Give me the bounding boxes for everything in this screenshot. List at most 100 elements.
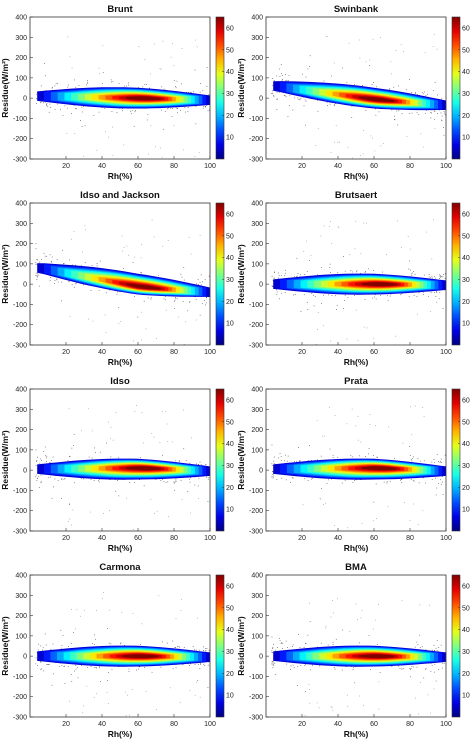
scatter-point bbox=[57, 281, 59, 283]
scatter-point bbox=[39, 462, 41, 464]
scatter-point bbox=[444, 454, 446, 456]
scatter-point bbox=[141, 623, 143, 625]
scatter-point bbox=[189, 481, 191, 483]
scatter-point bbox=[174, 297, 176, 298]
scatter-point bbox=[205, 464, 207, 466]
scatter-point bbox=[357, 619, 358, 620]
colorbar-tick-label: 30 bbox=[226, 91, 234, 98]
scatter-point bbox=[378, 604, 379, 605]
scatter-point bbox=[194, 484, 196, 486]
scatter-point bbox=[443, 663, 445, 664]
scatter-point bbox=[380, 37, 381, 38]
scatter-point bbox=[377, 457, 378, 458]
colorbar-tick-label: 60 bbox=[226, 583, 234, 590]
scatter-point bbox=[96, 693, 98, 695]
scatter-point bbox=[380, 295, 381, 296]
scatter-point bbox=[40, 645, 42, 647]
scatter-point bbox=[304, 478, 306, 479]
scatter-point bbox=[289, 105, 290, 106]
scatter-point bbox=[197, 485, 199, 487]
scatter-point bbox=[153, 436, 155, 438]
scatter-point bbox=[189, 478, 190, 480]
scatter-point bbox=[317, 110, 319, 112]
scatter-point bbox=[332, 454, 334, 456]
y-tick-label: -300 bbox=[249, 343, 263, 350]
scatter-point bbox=[40, 669, 42, 670]
scatter-point bbox=[138, 666, 140, 668]
scatter-point bbox=[143, 442, 144, 444]
scatter-point bbox=[83, 705, 84, 707]
scatter-point bbox=[196, 46, 198, 48]
scatter-point bbox=[125, 720, 126, 721]
scatter-point bbox=[401, 293, 403, 295]
x-tick-label: 100 bbox=[204, 535, 216, 542]
scatter-point bbox=[418, 482, 420, 484]
scatter-point bbox=[172, 668, 174, 670]
scatter-point bbox=[350, 270, 352, 271]
x-tick-label: 100 bbox=[440, 535, 452, 542]
scatter-point bbox=[167, 108, 168, 110]
colorbar-tick-label: 30 bbox=[462, 463, 470, 470]
scatter-point bbox=[156, 510, 158, 512]
scatter-point bbox=[162, 454, 163, 456]
scatter-point bbox=[383, 143, 385, 144]
scatter-point bbox=[183, 448, 185, 450]
scatter-point bbox=[427, 93, 428, 95]
scatter-point bbox=[166, 642, 168, 644]
scatter-point bbox=[150, 499, 152, 500]
scatter-point bbox=[337, 272, 339, 273]
scatter-point bbox=[344, 294, 346, 296]
scatter-point bbox=[387, 295, 388, 297]
scatter-point bbox=[299, 276, 301, 277]
scatter-point bbox=[179, 702, 181, 704]
scatter-point bbox=[82, 111, 83, 113]
scatter-point bbox=[132, 262, 134, 263]
scatter-point bbox=[433, 459, 435, 460]
scatter-point bbox=[431, 479, 433, 480]
scatter-point bbox=[70, 674, 72, 675]
scatter-point bbox=[282, 78, 283, 80]
scatter-point bbox=[443, 111, 445, 112]
scatter-point bbox=[50, 106, 51, 108]
scatter-point bbox=[369, 414, 371, 415]
scatter-point bbox=[412, 666, 414, 668]
scatter-point bbox=[36, 259, 38, 260]
scatter-point bbox=[92, 320, 94, 322]
scatter-point bbox=[373, 337, 375, 339]
scatter-point bbox=[195, 299, 197, 300]
colorbar-tick-label: 40 bbox=[462, 69, 470, 76]
scatter-point bbox=[440, 112, 442, 114]
scatter-point bbox=[436, 301, 438, 303]
scatter-point bbox=[49, 254, 51, 256]
scatter-point bbox=[35, 474, 37, 476]
scatter-point bbox=[99, 666, 101, 667]
scatter-point bbox=[329, 263, 331, 265]
y-tick-label: -100 bbox=[249, 488, 263, 495]
y-tick-label: -300 bbox=[249, 529, 263, 536]
scatter-point bbox=[50, 261, 52, 263]
scatter-point bbox=[128, 668, 130, 670]
scatter-point bbox=[417, 458, 419, 459]
scatter-point bbox=[347, 527, 349, 529]
scatter-point bbox=[294, 97, 295, 99]
scatter-point bbox=[282, 642, 284, 644]
scatter-point bbox=[84, 262, 86, 263]
y-tick-label: 200 bbox=[15, 241, 27, 248]
scatter-point bbox=[326, 36, 328, 37]
scatter-point bbox=[447, 108, 448, 109]
scatter-point bbox=[195, 123, 197, 125]
scatter-point bbox=[208, 275, 210, 277]
scatter-point bbox=[37, 276, 38, 278]
scatter-point bbox=[127, 694, 128, 696]
scatter-point bbox=[413, 480, 415, 482]
density-cloud bbox=[271, 598, 446, 716]
scatter-point bbox=[81, 106, 83, 108]
y-axis-label: Residue(W/m²) bbox=[0, 616, 10, 676]
scatter-point bbox=[439, 278, 440, 279]
scatter-point bbox=[430, 712, 431, 714]
scatter-point bbox=[99, 73, 100, 75]
scatter-point bbox=[374, 296, 375, 298]
scatter-point bbox=[61, 300, 62, 302]
panel-swinbank: 20 40 60 80 100-300-200-1000100200300400Swin… bbox=[236, 4, 470, 181]
scatter-point bbox=[205, 648, 206, 649]
